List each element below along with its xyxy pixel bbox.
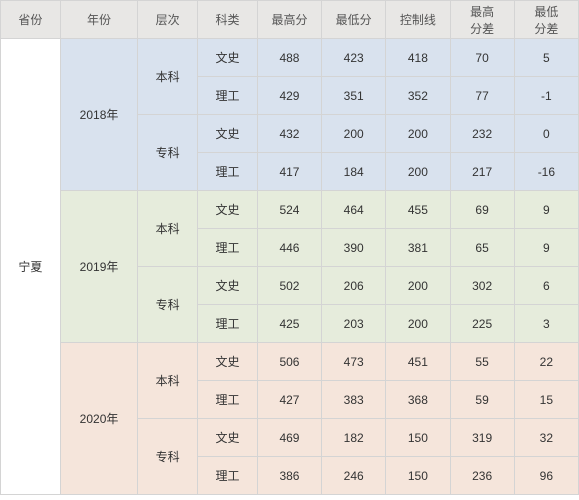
high-score-cell: 446	[257, 229, 321, 267]
high-score-cell: 524	[257, 191, 321, 229]
control-line-cell: 418	[386, 39, 450, 77]
table-row: 2019年本科文史524464455699	[1, 191, 579, 229]
control-line-cell: 368	[386, 381, 450, 419]
high-score-cell: 386	[257, 457, 321, 495]
level-cell: 专科	[138, 419, 198, 495]
low-diff-cell: 15	[514, 381, 578, 419]
subject-cell: 文史	[198, 343, 258, 381]
level-cell: 本科	[138, 343, 198, 419]
high-score-cell: 506	[257, 343, 321, 381]
header-year: 年份	[60, 1, 138, 39]
header-level: 层次	[138, 1, 198, 39]
high-score-cell: 469	[257, 419, 321, 457]
subject-cell: 文史	[198, 39, 258, 77]
high-diff-cell: 232	[450, 115, 514, 153]
control-line-cell: 455	[386, 191, 450, 229]
high-diff-cell: 69	[450, 191, 514, 229]
low-diff-cell: 32	[514, 419, 578, 457]
control-line-cell: 200	[386, 305, 450, 343]
level-cell: 本科	[138, 39, 198, 115]
header-row: 省份 年份 层次 科类 最高分 最低分 控制线 最高 分差 最低 分差	[1, 1, 579, 39]
subject-cell: 文史	[198, 419, 258, 457]
low-score-cell: 464	[322, 191, 386, 229]
subject-cell: 理工	[198, 381, 258, 419]
year-cell: 2020年	[60, 343, 138, 495]
score-table: 省份 年份 层次 科类 最高分 最低分 控制线 最高 分差 最低 分差 宁夏20…	[0, 0, 579, 495]
low-diff-cell: 9	[514, 229, 578, 267]
control-line-cell: 200	[386, 267, 450, 305]
subject-cell: 文史	[198, 115, 258, 153]
high-score-cell: 425	[257, 305, 321, 343]
high-score-cell: 502	[257, 267, 321, 305]
low-score-cell: 351	[322, 77, 386, 115]
low-score-cell: 184	[322, 153, 386, 191]
subject-cell: 理工	[198, 229, 258, 267]
low-score-cell: 390	[322, 229, 386, 267]
low-score-cell: 203	[322, 305, 386, 343]
high-score-cell: 427	[257, 381, 321, 419]
table-row: 2020年本科文史5064734515522	[1, 343, 579, 381]
control-line-cell: 451	[386, 343, 450, 381]
control-line-cell: 150	[386, 457, 450, 495]
header-high-diff: 最高 分差	[450, 1, 514, 39]
low-score-cell: 383	[322, 381, 386, 419]
low-score-cell: 473	[322, 343, 386, 381]
high-score-cell: 429	[257, 77, 321, 115]
subject-cell: 理工	[198, 305, 258, 343]
subject-cell: 文史	[198, 267, 258, 305]
header-province: 省份	[1, 1, 61, 39]
high-score-cell: 432	[257, 115, 321, 153]
low-diff-cell: -16	[514, 153, 578, 191]
high-score-cell: 488	[257, 39, 321, 77]
control-line-cell: 352	[386, 77, 450, 115]
low-diff-cell: -1	[514, 77, 578, 115]
high-diff-cell: 70	[450, 39, 514, 77]
low-diff-cell: 22	[514, 343, 578, 381]
low-diff-cell: 0	[514, 115, 578, 153]
high-diff-cell: 225	[450, 305, 514, 343]
high-diff-cell: 65	[450, 229, 514, 267]
high-diff-cell: 59	[450, 381, 514, 419]
low-diff-cell: 6	[514, 267, 578, 305]
header-control-line: 控制线	[386, 1, 450, 39]
header-subject: 科类	[198, 1, 258, 39]
subject-cell: 理工	[198, 77, 258, 115]
low-score-cell: 246	[322, 457, 386, 495]
subject-cell: 文史	[198, 191, 258, 229]
low-score-cell: 182	[322, 419, 386, 457]
high-diff-cell: 302	[450, 267, 514, 305]
table-body: 宁夏2018年本科文史488423418705理工42935135277-1专科…	[1, 39, 579, 495]
control-line-cell: 200	[386, 115, 450, 153]
table-row: 宁夏2018年本科文史488423418705	[1, 39, 579, 77]
control-line-cell: 200	[386, 153, 450, 191]
low-score-cell: 200	[322, 115, 386, 153]
high-diff-cell: 236	[450, 457, 514, 495]
level-cell: 专科	[138, 115, 198, 191]
level-cell: 专科	[138, 267, 198, 343]
header-low-diff: 最低 分差	[514, 1, 578, 39]
high-diff-cell: 217	[450, 153, 514, 191]
low-diff-cell: 96	[514, 457, 578, 495]
header-high-score: 最高分	[257, 1, 321, 39]
high-diff-cell: 319	[450, 419, 514, 457]
low-diff-cell: 9	[514, 191, 578, 229]
high-diff-cell: 77	[450, 77, 514, 115]
subject-cell: 理工	[198, 457, 258, 495]
year-cell: 2018年	[60, 39, 138, 191]
low-diff-cell: 5	[514, 39, 578, 77]
high-score-cell: 417	[257, 153, 321, 191]
level-cell: 本科	[138, 191, 198, 267]
high-diff-cell: 55	[450, 343, 514, 381]
year-cell: 2019年	[60, 191, 138, 343]
control-line-cell: 150	[386, 419, 450, 457]
low-score-cell: 206	[322, 267, 386, 305]
header-low-score: 最低分	[322, 1, 386, 39]
subject-cell: 理工	[198, 153, 258, 191]
low-score-cell: 423	[322, 39, 386, 77]
province-cell: 宁夏	[1, 39, 61, 495]
control-line-cell: 381	[386, 229, 450, 267]
low-diff-cell: 3	[514, 305, 578, 343]
